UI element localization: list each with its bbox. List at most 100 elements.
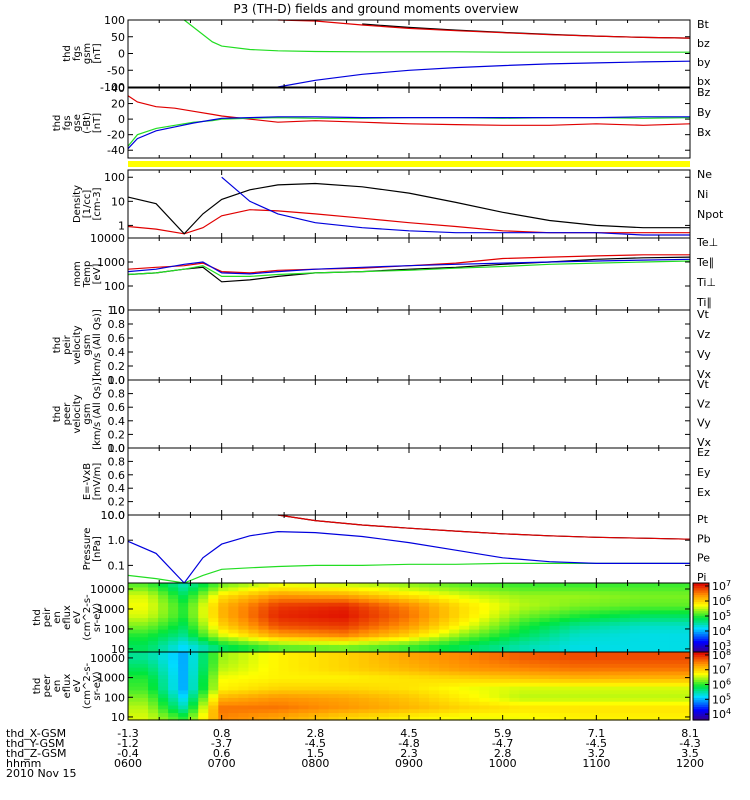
heatmap-cell	[569, 697, 581, 702]
heatmap-cell	[439, 617, 450, 622]
heatmap-cell	[298, 602, 310, 607]
heatmap-cell	[539, 716, 551, 721]
heatmap-cell	[188, 708, 199, 714]
heatmap-cell	[248, 682, 260, 687]
heatmap-cell	[258, 682, 270, 687]
heatmap-cell	[258, 644, 270, 649]
heatmap-cell	[128, 625, 139, 630]
heatmap-cell	[539, 659, 551, 664]
heatmap-cell	[208, 678, 219, 683]
heatmap-cell	[388, 594, 400, 599]
heatmap-cell	[328, 636, 340, 642]
heatmap-cell	[549, 682, 561, 687]
heatmap-cell	[238, 674, 250, 680]
heatmap-cell	[589, 701, 601, 706]
y-tick-label: 100	[104, 623, 125, 636]
heatmap-cell	[218, 636, 229, 642]
heatmap-cell	[298, 632, 310, 638]
y-tick-label: 100	[104, 280, 125, 293]
heatmap-cell	[318, 686, 330, 691]
heatmap-cell	[629, 640, 641, 645]
heatmap-cell	[308, 625, 320, 630]
heatmap-cell	[368, 590, 380, 596]
heatmap-cell	[599, 594, 611, 599]
heatmap-cell	[609, 682, 621, 687]
heatmap-cell	[298, 648, 310, 653]
heatmap-cell	[358, 629, 370, 634]
heatmap-cell	[579, 640, 591, 645]
heatmap-cell	[669, 652, 681, 657]
heatmap-cell	[549, 621, 561, 626]
colorbar-segment	[693, 661, 709, 664]
heatmap-cell	[168, 648, 179, 653]
y-tick-label: 0.2	[108, 360, 126, 373]
heatmap-cell	[429, 716, 440, 721]
heatmap-cell	[318, 636, 330, 642]
heatmap-cell	[228, 712, 239, 717]
heatmap-cell	[138, 701, 149, 706]
heatmap-cell	[258, 629, 270, 634]
heatmap-cell	[128, 701, 139, 706]
heatmap-cell	[589, 712, 601, 717]
heatmap-cell	[328, 708, 340, 714]
heatmap-cell	[268, 652, 280, 657]
heatmap-cell	[238, 613, 250, 619]
heatmap-cell	[178, 663, 189, 668]
heatmap-cell	[388, 682, 400, 687]
colorbar-segment	[693, 610, 709, 614]
heatmap-cell	[158, 655, 169, 661]
heatmap-cell	[529, 667, 541, 672]
heatmap-cell	[368, 697, 380, 702]
heatmap-cell	[609, 640, 621, 645]
heatmap-cell	[268, 701, 280, 706]
heatmap-cell	[469, 686, 480, 691]
y-axis-label-line: gsm	[82, 43, 93, 64]
heatmap-cell	[589, 667, 601, 672]
heatmap-cell	[128, 697, 139, 702]
heatmap-cell	[368, 598, 380, 603]
y-axis-label-line: [1/cc]	[82, 190, 93, 219]
y-axis-label-line: thd	[52, 406, 63, 423]
heatmap-cell	[188, 663, 199, 668]
heatmap-cell	[579, 697, 591, 702]
colorbar-segment	[693, 608, 709, 612]
heatmap-cell	[619, 652, 631, 657]
heatmap-cell	[429, 663, 440, 668]
heatmap-cell	[639, 686, 651, 691]
heatmap-cell	[639, 704, 651, 710]
heatmap-cell	[489, 652, 500, 657]
heatmap-cell	[519, 613, 531, 619]
heatmap-cell	[479, 716, 490, 721]
heatmap-cell	[358, 625, 370, 630]
heatmap-cell	[328, 704, 340, 710]
heatmap-cell	[168, 613, 179, 619]
heatmap-cell	[469, 617, 480, 622]
heatmap-cell	[268, 655, 280, 661]
heatmap-cell	[208, 652, 219, 657]
heatmap-cell	[328, 644, 340, 649]
colorbar-segment	[693, 658, 709, 662]
heatmap-cell	[328, 678, 340, 683]
colorbar-segment	[693, 642, 709, 646]
heatmap-cell	[519, 689, 531, 695]
panel-frame	[127, 19, 691, 88]
heatmap-cell	[258, 708, 270, 714]
heatmap-cell	[509, 678, 520, 683]
heatmap-cell	[298, 712, 310, 717]
heatmap-cell	[218, 617, 229, 622]
heatmap-cell	[228, 636, 239, 642]
heatmap-cell	[228, 655, 239, 661]
legend-label-Bx: Bx	[697, 126, 712, 139]
heatmap-cell	[649, 697, 661, 702]
heatmap-cell	[529, 602, 541, 607]
heatmap-cell	[549, 602, 561, 607]
heatmap-cell	[128, 602, 139, 607]
heatmap-cell	[539, 670, 551, 676]
heatmap-cell	[429, 704, 440, 710]
heatmap-cell	[248, 716, 260, 721]
heatmap-cell	[469, 716, 480, 721]
heatmap-cell	[609, 701, 621, 706]
heatmap-cell	[579, 602, 591, 607]
heatmap-cell	[419, 670, 430, 676]
heatmap-cell	[659, 602, 671, 607]
